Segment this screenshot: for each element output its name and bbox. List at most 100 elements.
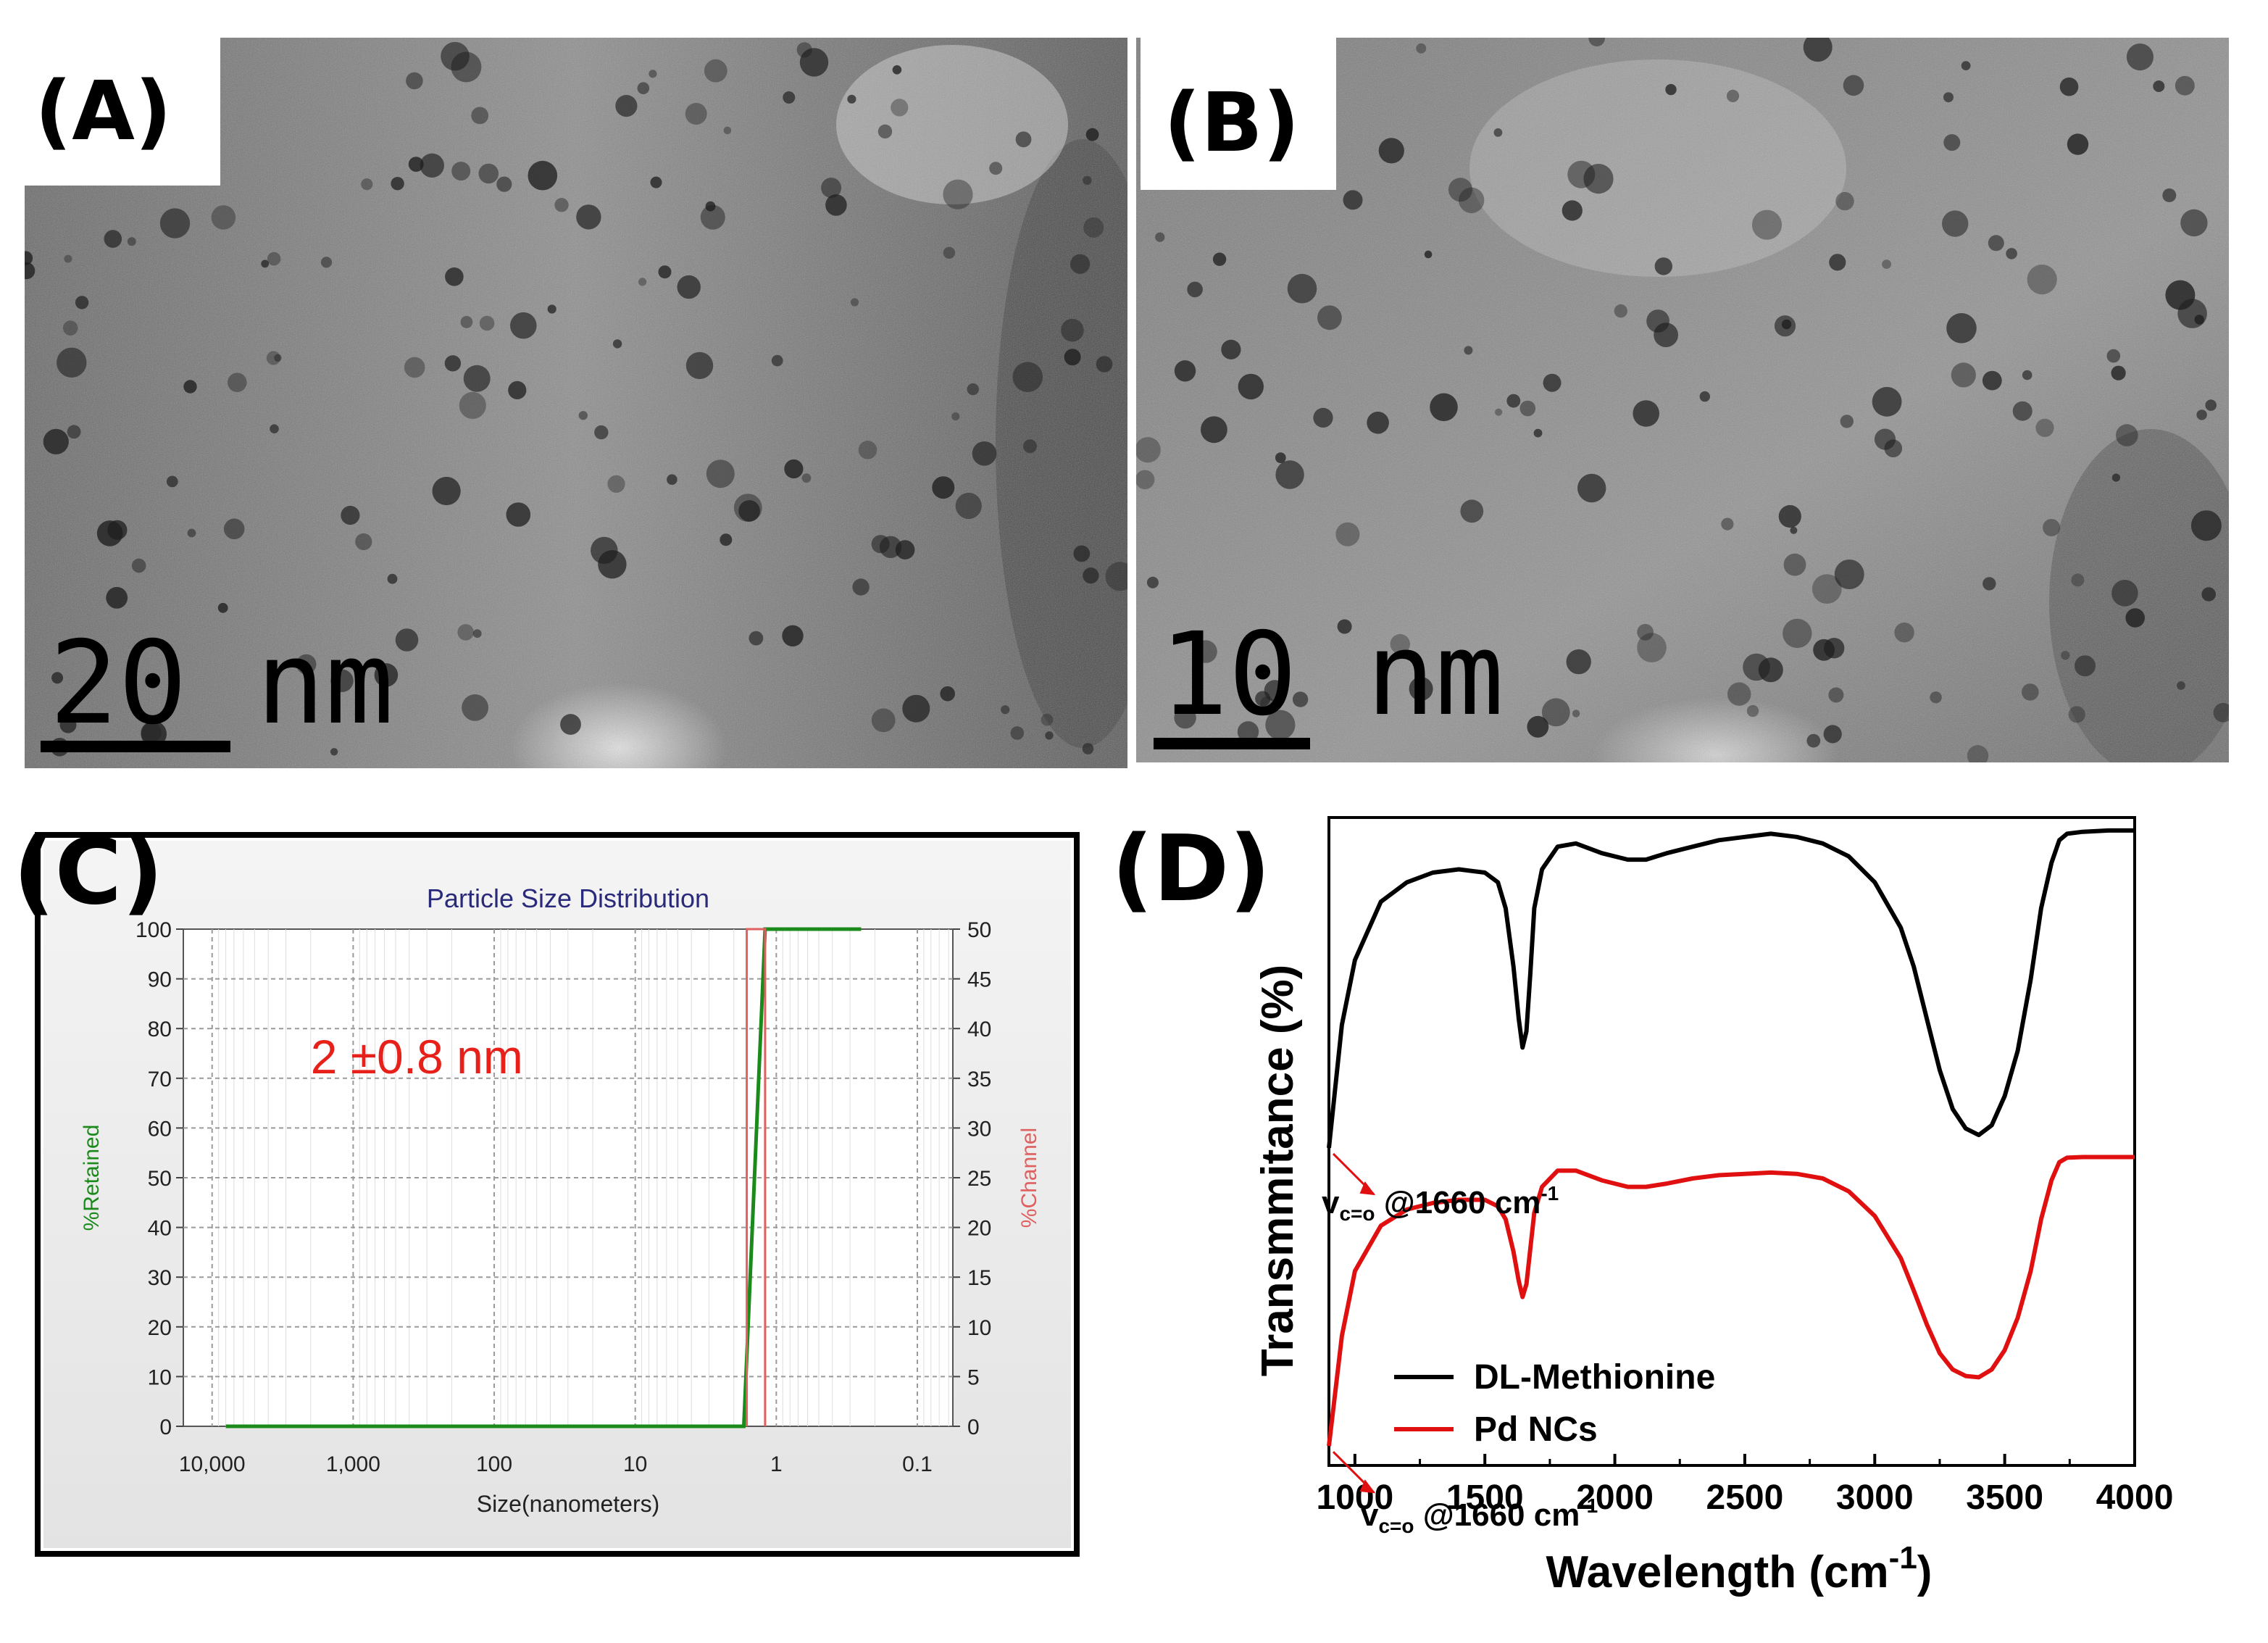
y-right-tick-label: 25 — [967, 1167, 991, 1191]
nanoparticle — [432, 476, 461, 506]
nanoparticle — [1105, 562, 1127, 591]
nanoparticle — [749, 631, 764, 646]
nanoparticle — [2153, 80, 2165, 92]
y-left-tick-label: 40 — [148, 1217, 172, 1241]
nanoparticle — [355, 533, 372, 551]
nanoparticle — [649, 70, 657, 78]
nanoparticle — [1783, 618, 1812, 649]
nanoparticle — [1637, 623, 1654, 641]
y-left-tick-label: 70 — [148, 1068, 172, 1091]
nanoparticle — [296, 654, 317, 675]
nanoparticle — [847, 94, 856, 104]
nanoparticle — [330, 669, 354, 692]
scale-bar-label-a: 20 nm — [49, 617, 394, 750]
nanoparticle — [211, 205, 236, 230]
y-right-tick-label: 0 — [967, 1415, 980, 1439]
nanoparticle — [1951, 362, 1976, 388]
nanoparticle — [2006, 248, 2017, 259]
nanoparticle — [1930, 691, 1942, 704]
nanoparticle — [67, 425, 81, 439]
nanoparticle — [274, 354, 282, 362]
x-axis-label: Size(nanometers) — [477, 1491, 660, 1517]
nanoparticle — [940, 686, 955, 702]
tem-image-a: (A) 20 nm — [25, 38, 1127, 768]
nanoparticle — [408, 157, 424, 172]
nanoparticle — [270, 424, 279, 433]
nanoparticle — [1313, 407, 1333, 428]
particle-size-chart-panel: 10,000 1,000 100 10 1 0.1 0 10 20 30 40 50 60 70 80 90 1… — [35, 832, 1080, 1557]
nanoparticle — [1390, 633, 1410, 654]
nanoparticle — [1082, 743, 1094, 754]
nanoparticle — [1823, 725, 1842, 744]
nanoparticle — [2126, 43, 2154, 71]
nanoparticle — [1064, 349, 1081, 366]
nanoparticle — [1146, 576, 1159, 588]
nanoparticle — [685, 103, 707, 125]
nanoparticle — [852, 578, 870, 596]
tem-micrograph-a — [25, 38, 1127, 768]
nanoparticle — [1012, 362, 1043, 392]
nanoparticle — [1083, 175, 1092, 186]
nanoparticle — [2061, 651, 2070, 660]
nanoparticle — [2075, 655, 2096, 677]
nanoparticle — [1751, 209, 1783, 240]
nanoparticle — [1083, 217, 1104, 238]
nanoparticle — [1982, 370, 2002, 391]
nanoparticle — [1265, 710, 1296, 740]
nanoparticle — [637, 82, 650, 94]
nanoparticle — [1464, 346, 1473, 355]
nanoparticle — [1654, 257, 1672, 275]
nanoparticle — [1828, 687, 1844, 703]
nanoparticle — [1726, 89, 1740, 102]
y-right-tick-label: 40 — [967, 1018, 991, 1041]
nanoparticle — [1317, 305, 1342, 330]
nanoparticle — [1015, 131, 1032, 148]
nanoparticle — [1495, 408, 1503, 416]
nanoparticle — [1001, 705, 1010, 715]
nanoparticle — [445, 267, 464, 286]
nanoparticle — [1083, 567, 1099, 584]
nanoparticle — [825, 194, 847, 216]
series-line-channel — [746, 928, 767, 1426]
nanoparticle — [576, 204, 601, 230]
nanoparticle — [850, 298, 859, 307]
nanoparticle — [1543, 373, 1562, 392]
nanoparticle — [1023, 439, 1037, 454]
nanoparticle — [638, 278, 647, 286]
nanoparticle — [892, 65, 902, 75]
nanoparticle — [183, 380, 197, 394]
nanoparticle — [1942, 210, 1969, 237]
nanoparticle — [1637, 633, 1667, 662]
nanoparticle — [1835, 191, 1854, 211]
series-line-pd-ncs — [1327, 1155, 2135, 1447]
y-right-tick-label: 30 — [967, 1117, 991, 1141]
nanoparticle — [1790, 526, 1798, 534]
nanoparticle — [1983, 577, 1996, 591]
nanoparticle — [141, 720, 167, 747]
nanoparticle — [733, 494, 762, 522]
nanoparticle — [1238, 373, 1264, 400]
y-left-tick-label: 90 — [148, 968, 172, 992]
nanoparticle — [554, 198, 569, 212]
y-right-tick-label: 50 — [967, 918, 991, 942]
legend-label: Pd NCs — [1474, 1410, 1598, 1449]
chart-title: Particle Size Distribution — [427, 883, 709, 913]
nanoparticle — [2177, 681, 2185, 690]
nanoparticle — [967, 383, 980, 396]
nanoparticle — [463, 365, 491, 392]
nanoparticle — [1527, 715, 1549, 738]
panel-letter-b: (B) — [1164, 76, 1300, 170]
nanoparticle — [2068, 706, 2085, 723]
peak-annotation: vc=o @1660 cm-1 — [1322, 1182, 1559, 1225]
panel-label-box-a — [25, 38, 220, 186]
nanoparticle — [2190, 510, 2222, 541]
x-tick-label: 3500 — [1966, 1478, 2043, 1517]
nanoparticle — [932, 476, 955, 499]
nanoparticle — [706, 459, 735, 488]
nanoparticle — [43, 428, 69, 455]
nanoparticle — [771, 354, 783, 367]
nanoparticle — [607, 475, 625, 493]
nanoparticle — [1577, 473, 1606, 503]
nanoparticle — [2111, 580, 2138, 607]
nanoparticle — [1834, 560, 1864, 589]
